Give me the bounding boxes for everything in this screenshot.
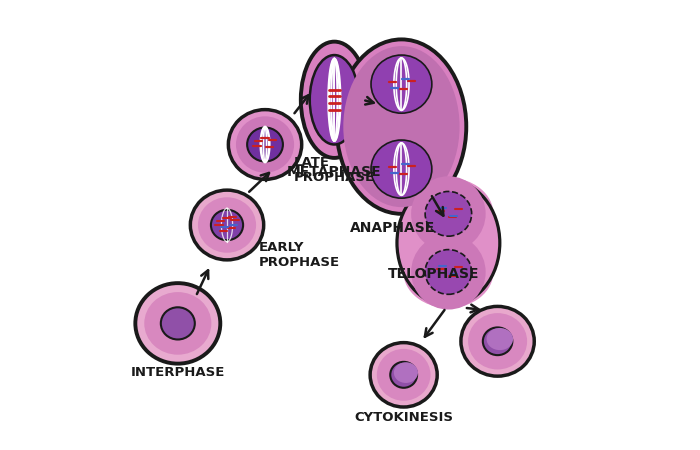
Ellipse shape [349,132,454,206]
Ellipse shape [228,110,302,180]
Text: TELOPHASE: TELOPHASE [388,267,480,282]
Ellipse shape [425,191,472,236]
Text: EARLY
PROPHASE: EARLY PROPHASE [258,241,340,269]
Ellipse shape [425,250,472,294]
Ellipse shape [349,47,454,121]
Text: CYTOKINESIS: CYTOKINESIS [354,410,453,423]
Ellipse shape [343,46,460,207]
Ellipse shape [403,236,494,308]
Ellipse shape [390,362,417,388]
Text: INTERPHASE: INTERPHASE [131,366,225,379]
Ellipse shape [468,313,527,369]
Ellipse shape [337,40,466,214]
Text: METAPHASE: METAPHASE [287,165,382,179]
Ellipse shape [211,210,243,240]
Ellipse shape [483,328,512,355]
Ellipse shape [371,140,432,198]
Ellipse shape [190,190,264,260]
Ellipse shape [486,328,513,350]
Ellipse shape [377,349,430,401]
Text: LATE
PROPHASE: LATE PROPHASE [294,156,375,184]
Ellipse shape [309,55,359,144]
Ellipse shape [411,234,486,310]
Ellipse shape [135,283,220,364]
Ellipse shape [403,178,494,250]
Ellipse shape [371,55,432,113]
Ellipse shape [247,127,283,162]
Ellipse shape [161,307,195,339]
Text: ANAPHASE: ANAPHASE [350,220,435,234]
Ellipse shape [236,117,294,173]
Ellipse shape [411,176,486,252]
Ellipse shape [397,180,500,306]
Ellipse shape [370,342,438,407]
Ellipse shape [144,292,211,355]
Ellipse shape [198,197,256,253]
Ellipse shape [394,362,418,383]
Ellipse shape [301,42,368,158]
Ellipse shape [461,306,534,376]
